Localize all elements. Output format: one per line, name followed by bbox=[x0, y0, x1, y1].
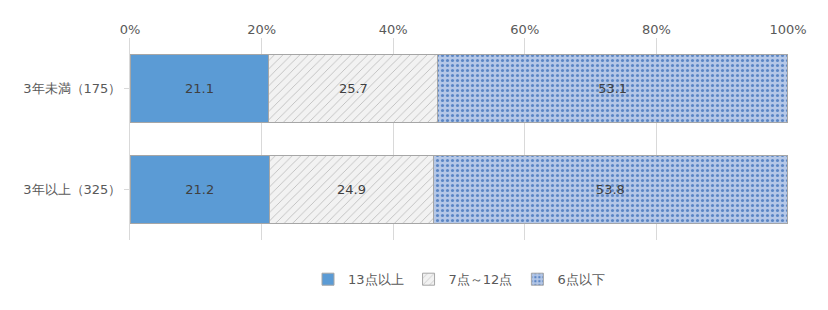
svg-text:24.9: 24.9 bbox=[337, 182, 366, 197]
svg-text:21.2: 21.2 bbox=[185, 182, 214, 197]
svg-text:80%: 80% bbox=[642, 22, 671, 37]
svg-text:100%: 100% bbox=[769, 22, 806, 37]
svg-text:53.1: 53.1 bbox=[598, 81, 627, 96]
svg-text:21.1: 21.1 bbox=[185, 81, 214, 96]
svg-text:60%: 60% bbox=[510, 22, 539, 37]
svg-text:20%: 20% bbox=[247, 22, 276, 37]
svg-text:6点以下: 6点以下 bbox=[557, 272, 604, 287]
svg-text:0%: 0% bbox=[120, 22, 141, 37]
svg-text:3年未満（175）: 3年未満（175） bbox=[23, 81, 121, 96]
svg-text:13点以上: 13点以上 bbox=[348, 272, 404, 287]
svg-text:3年以上（325）: 3年以上（325） bbox=[23, 182, 121, 197]
svg-text:25.7: 25.7 bbox=[339, 81, 368, 96]
svg-text:7点～12点: 7点～12点 bbox=[449, 272, 513, 287]
svg-text:53.8: 53.8 bbox=[596, 182, 625, 197]
svg-text:40%: 40% bbox=[379, 22, 408, 37]
